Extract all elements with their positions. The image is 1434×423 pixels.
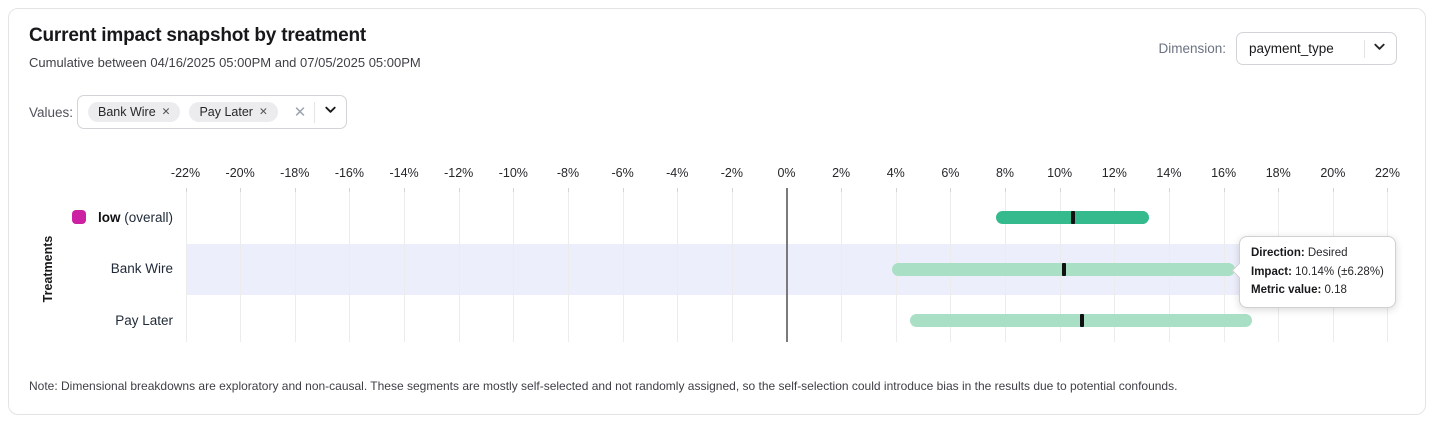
x-axis-tick-label: 12% bbox=[1101, 166, 1127, 180]
select-divider bbox=[1364, 39, 1365, 58]
x-axis-tick-label: -14% bbox=[389, 166, 419, 180]
gridline bbox=[622, 192, 624, 342]
tooltip-label: Direction: bbox=[1251, 247, 1305, 259]
tooltip-value: 0.18 bbox=[1324, 284, 1347, 296]
x-axis-tick-label: -10% bbox=[498, 166, 528, 180]
legend-color-swatch bbox=[72, 210, 86, 224]
x-axis-tick-label: 20% bbox=[1320, 166, 1346, 180]
impact-snapshot-card: Current impact snapshot by treatment Cum… bbox=[8, 8, 1426, 415]
treatment-row-label: Pay Later bbox=[115, 312, 173, 328]
tooltip-label: Impact: bbox=[1251, 265, 1292, 278]
x-axis-tick-label: -8% bbox=[556, 166, 580, 180]
clear-values-button[interactable]: ✕ bbox=[294, 105, 307, 120]
filter-chip[interactable]: Pay Later ✕ bbox=[189, 102, 278, 122]
x-axis-tick-label: -18% bbox=[280, 166, 310, 180]
tooltip-value: 10.14% (±6.28%) bbox=[1295, 265, 1384, 278]
chevron-down-icon[interactable] bbox=[323, 102, 338, 122]
page-title: Current impact snapshot by treatment bbox=[29, 25, 366, 46]
point-estimate-marker bbox=[1070, 211, 1075, 224]
dimension-label: Dimension: bbox=[1158, 41, 1226, 56]
x-axis-tick-label: -16% bbox=[334, 166, 364, 180]
x-axis-tick-label: 4% bbox=[886, 166, 905, 180]
tooltip-line: Impact: 10.14% (±6.28%) bbox=[1251, 263, 1384, 282]
gridline bbox=[294, 192, 296, 342]
x-axis-tick-label: -6% bbox=[611, 166, 634, 180]
filter-chip[interactable]: Bank Wire ✕ bbox=[88, 102, 181, 122]
tooltip-value: Desired bbox=[1307, 247, 1348, 259]
chip-remove-icon[interactable]: ✕ bbox=[161, 105, 171, 118]
tooltip-line: Metric value: 0.18 bbox=[1251, 281, 1384, 300]
gridline bbox=[185, 192, 187, 342]
gridline bbox=[240, 192, 242, 342]
zero-axis-line bbox=[785, 188, 788, 342]
tooltip: Direction: Desired Impact: 10.14% (±6.28… bbox=[1231, 236, 1396, 308]
chip-label: Pay Later bbox=[199, 105, 253, 119]
gridline bbox=[458, 192, 460, 342]
point-estimate-marker bbox=[1061, 262, 1066, 276]
x-axis-tick-label: -2% bbox=[720, 166, 743, 180]
clear-icon: ✕ bbox=[293, 103, 307, 121]
gridline bbox=[731, 192, 733, 342]
x-axis-tick-label: 6% bbox=[941, 166, 960, 180]
gridline bbox=[677, 192, 679, 342]
treatment-row-label: Bank Wire bbox=[110, 261, 173, 276]
x-axis-tick-label: 8% bbox=[995, 166, 1015, 180]
gridline bbox=[404, 192, 406, 342]
x-axis-tick-label: 10% bbox=[1047, 166, 1073, 180]
select-divider bbox=[314, 101, 315, 123]
gridline bbox=[513, 192, 515, 342]
x-axis-tick-label: 0% bbox=[777, 166, 796, 180]
footnote: Note: Dimensional breakdowns are explora… bbox=[29, 379, 1178, 393]
x-axis-tick-label: -20% bbox=[225, 166, 255, 180]
x-axis-tick-label: -4% bbox=[666, 166, 689, 180]
gridline bbox=[841, 192, 843, 342]
dimension-select[interactable]: payment_type bbox=[1236, 32, 1397, 65]
x-axis-tick-label: 14% bbox=[1156, 166, 1182, 180]
point-estimate-marker bbox=[1079, 314, 1084, 327]
chevron-down-icon bbox=[1372, 39, 1387, 59]
values-multiselect[interactable]: Bank Wire ✕ Pay Later ✕ ✕ bbox=[77, 95, 347, 129]
x-axis-tick-label: -12% bbox=[444, 166, 474, 180]
gridline bbox=[567, 192, 569, 342]
gridline bbox=[349, 192, 351, 342]
selected-values-chips: Bank Wire ✕ Pay Later ✕ bbox=[88, 102, 278, 122]
x-axis-tick-label: 18% bbox=[1265, 166, 1291, 180]
chip-label: Bank Wire bbox=[98, 105, 156, 119]
values-label: Values: bbox=[29, 105, 74, 120]
x-axis-tick-label: 2% bbox=[832, 166, 851, 180]
dimension-control: Dimension: payment_type bbox=[1158, 32, 1397, 65]
chip-remove-icon[interactable]: ✕ bbox=[258, 105, 268, 118]
dimension-selected-value: payment_type bbox=[1249, 41, 1334, 56]
x-axis-tick-label: 16% bbox=[1211, 166, 1237, 180]
tooltip-label: Metric value: bbox=[1251, 284, 1322, 296]
treatment-row-label: low (overall) bbox=[97, 209, 173, 225]
x-axis-tick-label: -22% bbox=[170, 166, 201, 180]
tooltip-line: Direction: Desired bbox=[1251, 244, 1384, 263]
chart-area: Treatments Direction: Desired Impact: 10… bbox=[9, 9, 1425, 414]
page-subtitle: Cumulative between 04/16/2025 05:00PM an… bbox=[29, 55, 421, 70]
x-axis-tick-label: 22% bbox=[1374, 166, 1400, 180]
